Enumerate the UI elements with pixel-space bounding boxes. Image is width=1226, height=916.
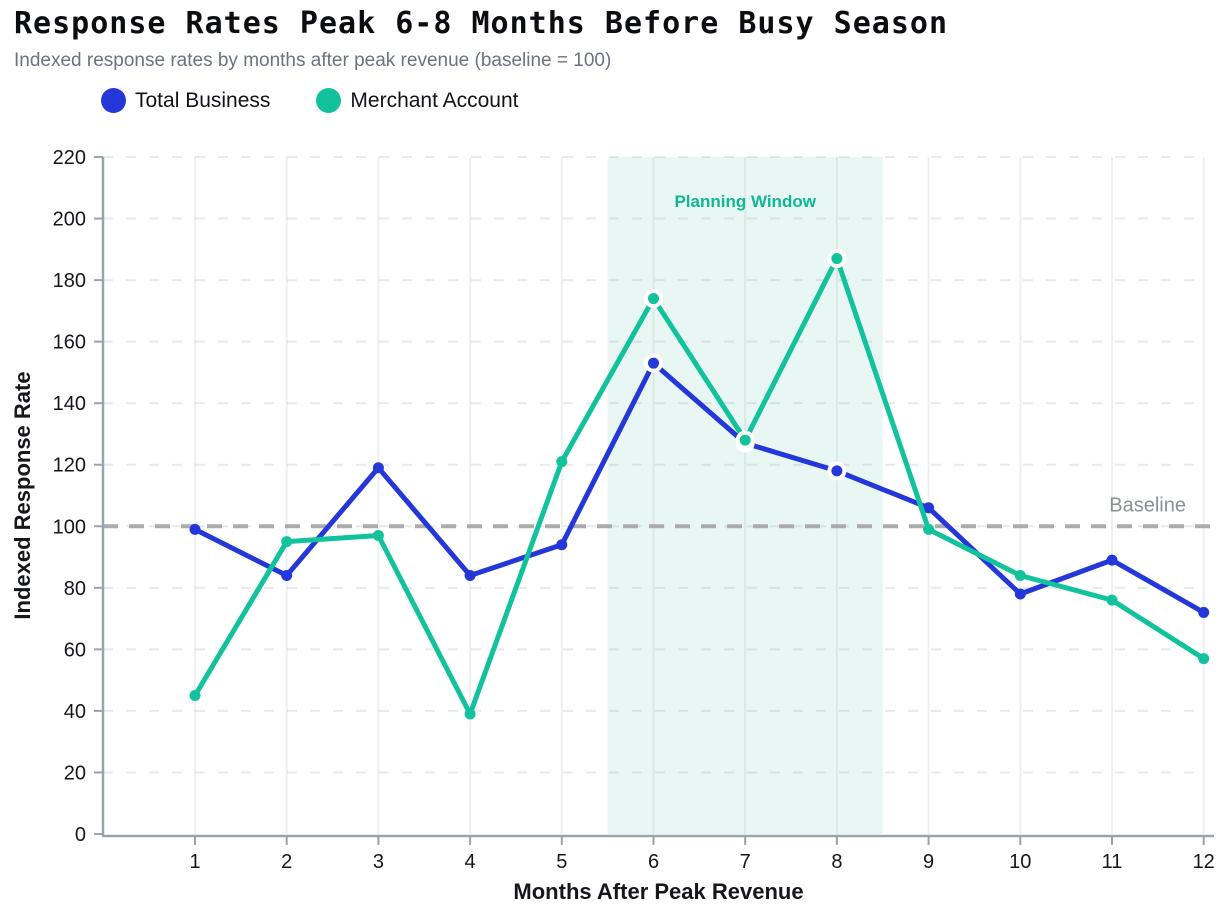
x-tick-label: 4 (465, 851, 476, 873)
y-tick-label: 40 (64, 701, 86, 723)
series-line-total-business (192, 360, 1207, 615)
x-tick-label: 9 (923, 851, 934, 873)
data-point-merchant-account-2 (281, 536, 293, 548)
data-point-total-business-6 (648, 357, 659, 369)
x-tick-label: 12 (1193, 851, 1215, 873)
legend-swatch-merchant-account (316, 88, 342, 113)
legend-swatch-total-business (101, 88, 126, 113)
data-point-total-business-8 (831, 465, 843, 477)
y-tick-label: 120 (53, 455, 86, 477)
data-point-merchant-account-7 (739, 434, 751, 446)
x-tick-label: 3 (373, 851, 384, 873)
data-point-total-business-1 (189, 523, 201, 535)
planning-window-region (607, 157, 883, 834)
y-tick-label: 0 (75, 824, 86, 846)
y-tick-label: 20 (64, 762, 86, 784)
data-point-total-business-2 (281, 570, 293, 582)
legend: Total Business Merchant Account (101, 88, 519, 113)
data-point-merchant-account-6 (648, 293, 659, 305)
x-tick-label: 10 (1009, 851, 1031, 873)
x-axis-title: Months After Peak Revenue (513, 879, 803, 904)
y-tick-label: 100 (53, 516, 86, 538)
data-point-total-business-11 (1106, 554, 1118, 566)
legend-label-total-business: Total Business (135, 88, 271, 112)
y-axis-title: Indexed Response Rate (10, 371, 35, 619)
data-point-merchant-account-12 (1198, 653, 1210, 665)
data-point-total-business-12 (1198, 606, 1210, 618)
data-point-merchant-account-4 (464, 708, 476, 720)
data-point-merchant-account-3 (372, 530, 384, 542)
legend-item-merchant-account: Merchant Account (316, 88, 519, 113)
x-tick-label: 1 (189, 851, 200, 873)
series-line-merchant-account (192, 256, 1207, 717)
legend-label-merchant-account: Merchant Account (350, 88, 519, 112)
legend-item-total-business: Total Business (101, 88, 270, 113)
x-tick-label: 6 (648, 851, 659, 873)
y-tick-label: 180 (53, 270, 86, 292)
data-point-total-business-3 (372, 462, 384, 474)
x-tick-label: 2 (281, 851, 292, 873)
y-tick-label: 80 (64, 578, 86, 600)
y-tick-label: 220 (53, 147, 86, 169)
chart-subtitle: Indexed response rates by months after p… (14, 50, 612, 71)
x-tick-label: 5 (556, 851, 567, 873)
baseline-label: Baseline (1109, 494, 1186, 516)
y-tick-label: 140 (53, 393, 86, 415)
x-tick-label: 11 (1102, 851, 1123, 873)
planning-window-label: Planning Window (674, 192, 816, 211)
chart-title: Response Rates Peak 6-8 Months Before Bu… (14, 6, 949, 41)
y-tick-label: 60 (64, 639, 86, 661)
data-point-merchant-account-10 (1014, 570, 1026, 582)
x-tick-label: 8 (831, 851, 842, 873)
y-tick-label: 200 (53, 209, 86, 231)
data-point-total-business-9 (923, 502, 935, 514)
y-tick-label: 160 (53, 332, 86, 354)
data-point-merchant-account-9 (923, 523, 935, 535)
data-point-merchant-account-5 (556, 456, 568, 468)
data-point-merchant-account-1 (189, 690, 201, 702)
data-point-total-business-10 (1014, 588, 1026, 600)
data-point-merchant-account-11 (1106, 594, 1118, 606)
x-tick-label: 7 (740, 851, 751, 873)
data-point-total-business-4 (464, 570, 476, 582)
data-point-merchant-account-8 (831, 253, 843, 265)
data-point-total-business-5 (556, 539, 568, 551)
